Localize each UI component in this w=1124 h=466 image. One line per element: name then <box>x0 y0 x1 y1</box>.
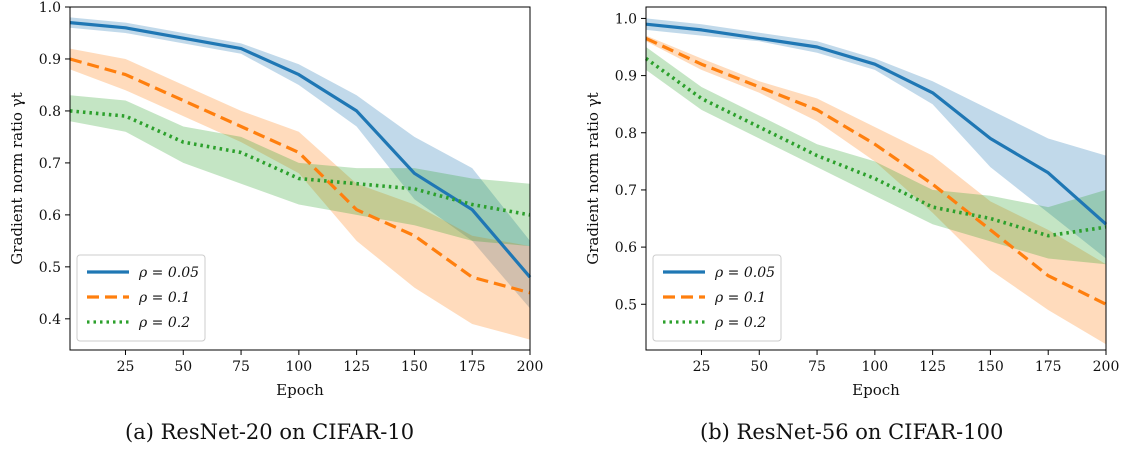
x-axis-label: Epoch <box>276 381 324 399</box>
x-tick-label: 200 <box>1093 359 1120 375</box>
confidence-band-2 <box>70 95 530 247</box>
legend-label-0: ρ = 0.05 <box>138 265 199 281</box>
y-tick-label: 0.6 <box>615 240 637 256</box>
series-line-1 <box>69 57 531 295</box>
x-tick-label: 50 <box>750 359 768 375</box>
series-line-0 <box>645 22 1108 226</box>
plot-frame <box>645 6 1107 351</box>
y-tick-label: 1.0 <box>39 0 61 16</box>
legend-label-2: ρ = 0.2 <box>714 315 766 331</box>
x-tick-label: 100 <box>285 359 312 375</box>
legend-label-1: ρ = 0.1 <box>138 290 190 306</box>
y-tick-label: 0.9 <box>615 69 637 85</box>
confidence-band-1 <box>646 35 1106 345</box>
x-tick-label: 125 <box>919 359 946 375</box>
chart-a: 25 50 75 100 125 150 175 200 0.4 0.5 0.6 0.7 0.8 0.9 1… <box>8 0 543 399</box>
x-tick-label: 50 <box>174 359 192 375</box>
y-axis-label: Gradient norm ratio γt <box>8 92 26 264</box>
x-tick-label: 100 <box>861 359 888 375</box>
series-line-1 <box>645 36 1107 306</box>
y-tick-label: 0.4 <box>39 312 61 328</box>
caption-b: (b) ResNet-56 on CIFAR-100 <box>700 420 1004 444</box>
y-tick-label: 0.8 <box>615 126 637 142</box>
series-line-2 <box>644 57 1107 238</box>
x-tick-label: 25 <box>117 359 135 375</box>
y-tick-label: 0.7 <box>615 183 637 199</box>
y-tick-label: 0.7 <box>39 156 61 172</box>
x-tick-label: 150 <box>401 359 428 375</box>
x-tick-label: 175 <box>459 359 486 375</box>
x-tick-label: 125 <box>343 359 370 375</box>
series-line-2 <box>69 109 531 217</box>
legend-label-1: ρ = 0.1 <box>714 290 766 306</box>
y-axis-label: Gradient norm ratio γt <box>584 92 602 264</box>
plot-frame <box>69 6 531 351</box>
caption-a: (a) ResNet-20 on CIFAR-10 <box>125 420 415 444</box>
y-tick-label: 0.8 <box>39 104 61 120</box>
legend-label-0: ρ = 0.05 <box>714 265 775 281</box>
y-tick-label: 0.6 <box>39 208 61 224</box>
y-tick-label: 1.0 <box>615 11 637 27</box>
chart-b: 25 50 75 100 125 150 175 200 0.5 0.6 0.7 0.8 0.9 1.0 E… <box>584 6 1120 399</box>
confidence-band-2 <box>646 47 1106 265</box>
legend-box <box>652 254 782 342</box>
legend-label-2: ρ = 0.2 <box>138 315 190 331</box>
x-tick-label: 75 <box>808 359 826 375</box>
legend-box <box>76 254 206 342</box>
x-tick-label: 25 <box>693 359 711 375</box>
x-axis-label: Epoch <box>852 381 900 399</box>
x-tick-label: 175 <box>1035 359 1062 375</box>
y-tick-label: 0.5 <box>615 297 637 313</box>
x-tick-label: 150 <box>977 359 1004 375</box>
y-tick-label: 0.5 <box>39 260 61 276</box>
y-tick-label: 0.9 <box>39 52 61 68</box>
x-tick-label: 75 <box>232 359 250 375</box>
confidence-band-1 <box>70 48 530 340</box>
x-tick-label: 200 <box>517 359 544 375</box>
